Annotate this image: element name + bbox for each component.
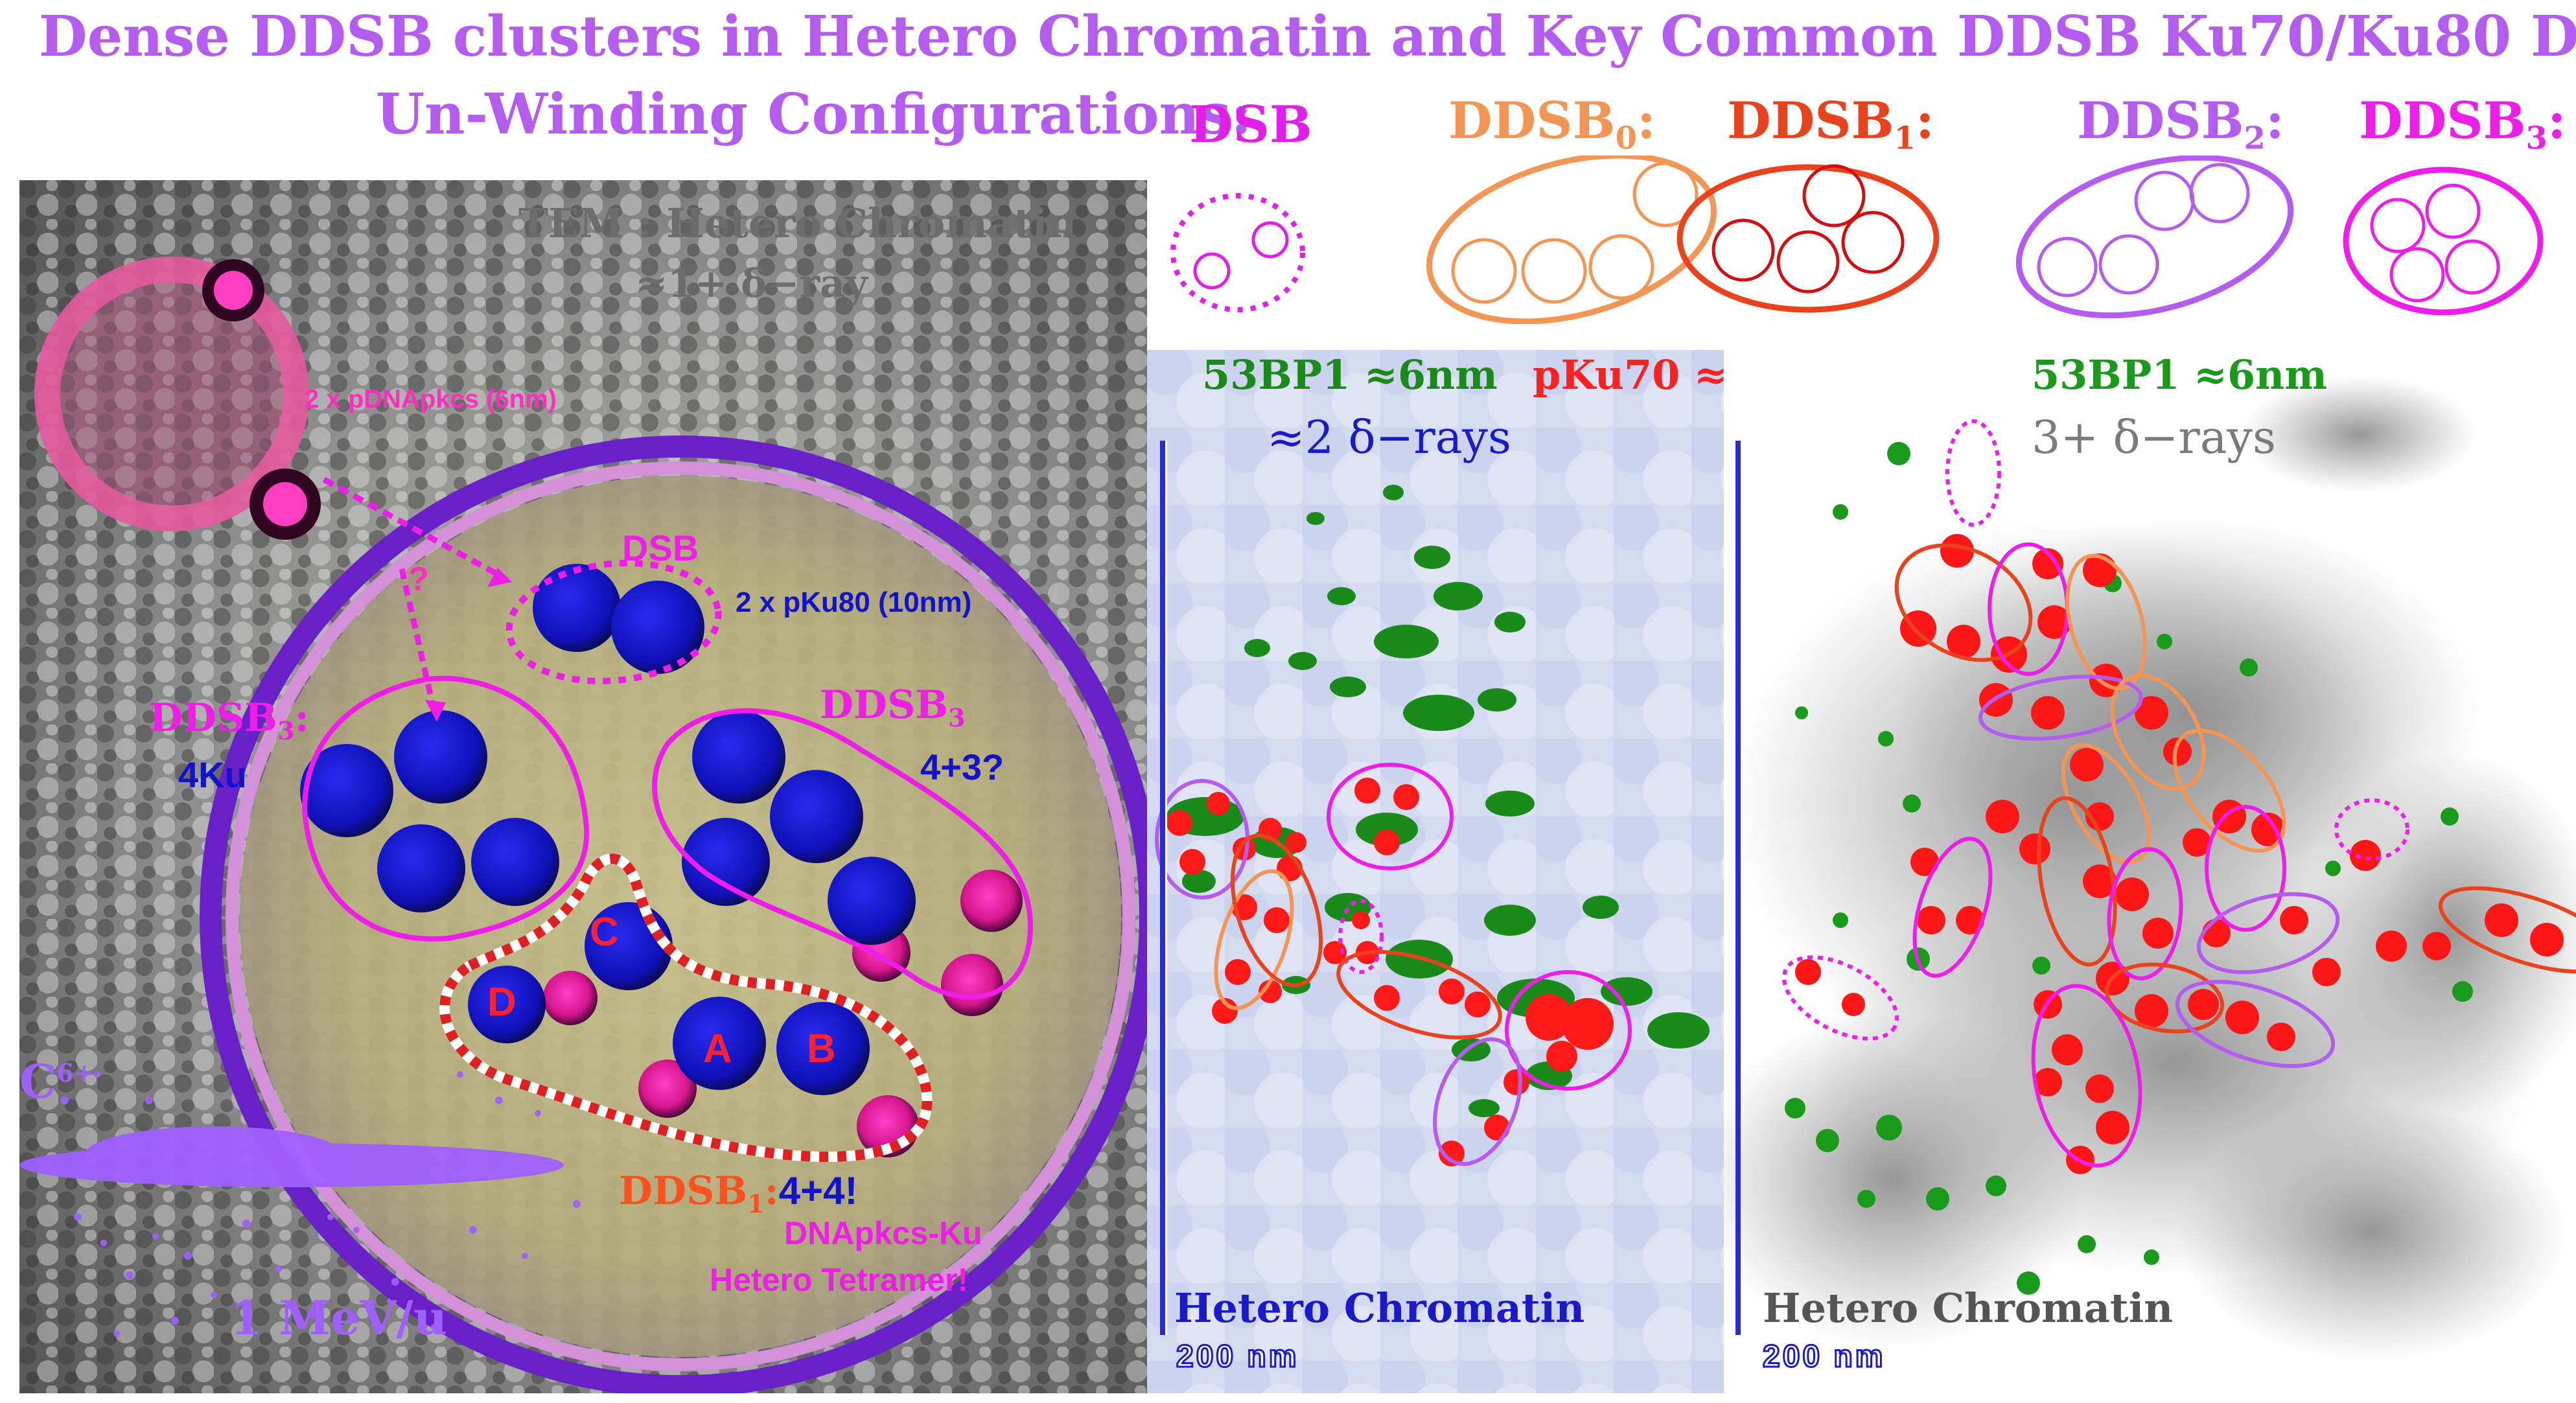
middle-panel: 53BP1 ≈6nm pKu70 ≈10nm ≈2 δ−rays Hetero … <box>1147 350 1724 1393</box>
ddsb3-right-label: DDSB3 <box>820 682 966 732</box>
right-rays-label: 3+ δ−rays <box>2032 411 2276 464</box>
middle-rays-label: ≈2 δ−rays <box>1267 411 1511 464</box>
middle-foci-image <box>1147 350 1724 1393</box>
figure-title-line2: Un-Winding Configurations: <box>376 82 1252 147</box>
tem-panel: TEM : Hetero Chromatin ≈1+ δ−ray 2 x pDN… <box>19 180 1147 1393</box>
letter-d: D <box>487 980 516 1025</box>
right-panel: 53BP1 ≈6nm 3+ δ−rays Hetero Chromatin 20… <box>1724 350 2576 1393</box>
ion-label: C6+ <box>19 1054 95 1109</box>
legend-ddsb3-icon <box>2343 167 2544 316</box>
legend-ddsb3-label: DDSB3: <box>2359 91 2566 157</box>
legend-ddsb0-label: DDSB0: <box>1448 91 1656 157</box>
middle-scale-label: 200 nm <box>1175 1339 1299 1374</box>
legend-ddsb1-icon <box>1677 164 1940 313</box>
ddsb3-right-value: 4+3? <box>920 747 1004 787</box>
dnapkcs-ku-label: DNApkcs-Ku <box>784 1215 982 1251</box>
middle-chromatin-label: Hetero Chromatin <box>1174 1284 1585 1332</box>
ddsb3-left-label: DDSB3: <box>149 695 309 745</box>
right-chromatin-label: Hetero Chromatin <box>1763 1284 2174 1332</box>
question-mark: ? <box>408 561 429 598</box>
ddsb1-label: DDSB1:4+4! <box>619 1168 858 1218</box>
right-foci-image <box>1724 376 2576 1361</box>
legend-shapes <box>1170 156 2544 324</box>
right-marker-53bp1: 53BP1 ≈6nm <box>2032 351 2327 399</box>
ddsb3-left-value: 4Ku <box>178 754 247 795</box>
pdnapkcs-label: 2 x pDNApkcs (6nm) <box>305 385 557 413</box>
legend-ddsb2-label: DDSB2: <box>2077 91 2284 157</box>
legend-dsb-icon <box>1170 193 1305 312</box>
ion-track-icon <box>19 1071 581 1337</box>
legend-ddsb0-icon <box>1426 156 1717 324</box>
tem-header-line2: ≈1+ δ−ray <box>635 261 868 307</box>
dsb-annotation: DSB <box>622 528 699 568</box>
legend-ddsb1-label: DDSB1: <box>1727 91 1934 157</box>
tem-image <box>19 180 1147 1393</box>
figure-title-line1: Dense DDSB clusters in Hetero Chromatin … <box>39 4 2576 69</box>
tem-header-line1: TEM : Hetero Chromatin <box>518 200 1077 247</box>
pku80-label: 2 x pKu80 (10nm) <box>736 586 972 618</box>
energy-label: 1 MeV/u <box>230 1290 448 1345</box>
letter-c: C <box>590 910 619 955</box>
letter-b: B <box>807 1026 836 1071</box>
legend-ddsb2-icon <box>2015 156 2294 319</box>
letter-a: A <box>703 1026 732 1071</box>
legend-dsb-label: DSB <box>1189 95 1312 154</box>
hetero-tetramer-label: Hetero Tetramer! <box>710 1262 969 1298</box>
middle-marker-pku70: pKu70 ≈10nm <box>1533 351 1724 399</box>
right-scale-label: 200 nm <box>1761 1339 1886 1374</box>
middle-marker-53bp1: 53BP1 ≈6nm <box>1202 351 1498 399</box>
